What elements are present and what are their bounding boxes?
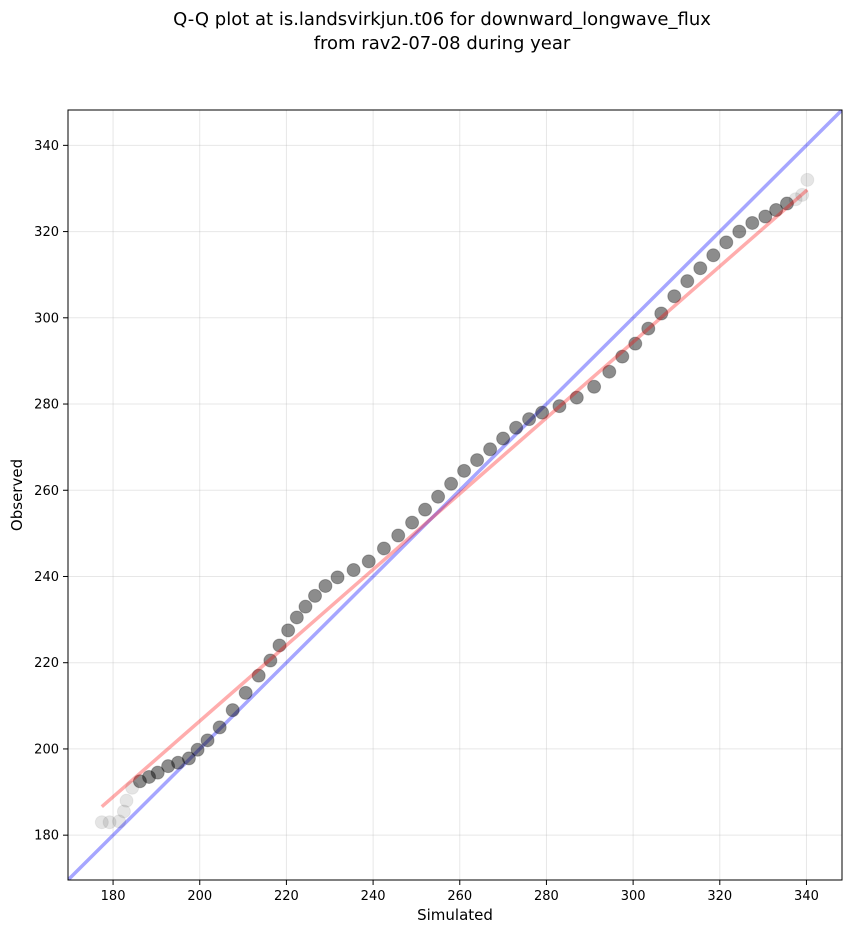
quantile-point	[150, 765, 165, 780]
quantile-point	[509, 420, 524, 435]
quantile-point	[654, 306, 669, 321]
quantile-point	[112, 814, 127, 829]
quantile-point	[119, 793, 134, 808]
quantile-point	[667, 289, 682, 304]
quantile-point	[125, 780, 140, 795]
quantile-point	[706, 248, 721, 263]
quantile-point	[795, 187, 810, 202]
quantile-point	[330, 570, 345, 585]
x-tick-label: 260	[447, 889, 472, 904]
quantile-point	[693, 261, 708, 276]
y-axis-label: Observed	[8, 459, 26, 531]
quantile-point	[405, 515, 420, 530]
quantile-point	[418, 502, 433, 517]
fit-line	[100, 188, 809, 809]
quantile-point	[431, 489, 446, 504]
quantile-point	[496, 431, 511, 446]
y-tick-label: 340	[34, 139, 59, 154]
plot-area	[68, 110, 842, 880]
quantile-point	[444, 476, 459, 491]
quantile-point	[190, 742, 205, 757]
quantile-point	[745, 215, 760, 230]
quantile-point	[200, 733, 215, 748]
quantile-point	[602, 364, 617, 379]
quantile-point	[376, 541, 391, 556]
quantile-point	[522, 412, 537, 427]
grid-lines	[68, 110, 842, 880]
y-tick-label: 260	[34, 484, 59, 499]
quantile-point	[346, 563, 361, 578]
identity-line	[68, 110, 842, 880]
x-tick-label: 300	[621, 889, 646, 904]
quantile-point	[181, 751, 196, 766]
chart-title-line1: Q-Q plot at is.landsvirkjun.t06 for down…	[173, 9, 711, 30]
quantile-point	[719, 235, 734, 250]
quantile-point	[470, 453, 485, 468]
x-tick-label: 240	[361, 889, 386, 904]
quantile-point	[308, 588, 323, 603]
y-tick-label: 300	[34, 311, 59, 326]
quantile-point	[758, 209, 773, 224]
x-tick-label: 320	[707, 889, 732, 904]
y-axis-ticks: 180 200 220 240 260 280 300 320 340	[34, 139, 68, 844]
quantile-point	[769, 203, 784, 218]
quantile-point	[102, 815, 117, 830]
quantile-point	[535, 405, 550, 420]
y-tick-label: 280	[34, 398, 59, 413]
quantile-point	[788, 192, 803, 207]
quantile-point	[628, 336, 643, 351]
y-tick-label: 200	[34, 742, 59, 757]
x-tick-label: 200	[187, 889, 212, 904]
quantile-point	[391, 528, 406, 543]
quantile-point	[272, 638, 287, 653]
quantile-point	[289, 610, 304, 625]
quantile-point	[238, 685, 253, 700]
quantile-point	[800, 172, 815, 187]
quantile-point	[779, 196, 794, 211]
y-tick-label: 320	[34, 225, 59, 240]
plot-frame	[67, 109, 843, 881]
quantile-points	[94, 172, 815, 830]
y-tick-label: 180	[34, 829, 59, 844]
x-tick-label: 220	[274, 889, 299, 904]
chart-title-line2: from rav2-07-08 during year	[314, 33, 571, 54]
quantile-point	[225, 703, 240, 718]
quantile-point	[251, 668, 266, 683]
y-tick-label: 240	[34, 570, 59, 585]
quantile-point	[318, 578, 333, 593]
quantile-point	[361, 554, 376, 569]
y-tick-label: 220	[34, 656, 59, 671]
quantile-point	[483, 442, 498, 457]
quantile-point	[587, 379, 602, 394]
quantile-point	[171, 755, 186, 770]
x-axis-label: Simulated	[417, 906, 493, 924]
quantile-point	[142, 769, 157, 784]
quantile-point	[569, 390, 584, 405]
quantile-point	[641, 321, 656, 336]
quantile-point	[732, 224, 747, 239]
quantile-point	[680, 274, 695, 289]
quantile-point	[116, 804, 131, 819]
x-tick-label: 280	[534, 889, 559, 904]
x-axis-ticks: 180 200 220 240 260 280 300 320 340	[101, 880, 819, 904]
quantile-point	[94, 815, 109, 830]
quantile-point	[457, 463, 472, 478]
quantile-point	[212, 720, 227, 735]
x-tick-label: 340	[794, 889, 819, 904]
quantile-point	[161, 759, 176, 774]
quantile-point	[298, 599, 313, 614]
quantile-point	[552, 399, 567, 414]
quantile-point	[132, 774, 147, 789]
quantile-point	[615, 349, 630, 364]
quantile-point	[263, 653, 278, 668]
quantile-point	[281, 623, 296, 638]
x-tick-label: 180	[101, 889, 126, 904]
